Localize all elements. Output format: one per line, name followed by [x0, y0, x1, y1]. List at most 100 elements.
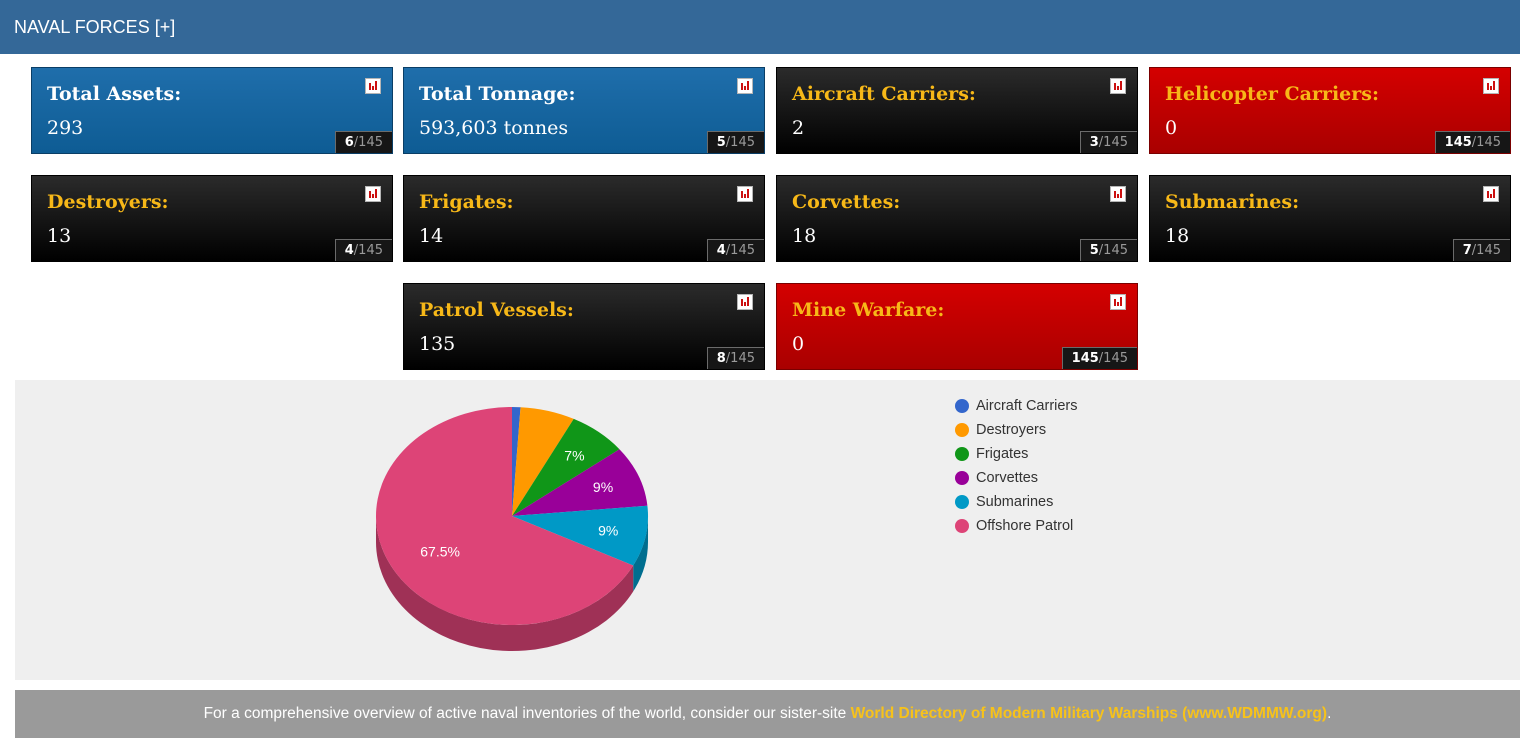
stat-value: 293 — [47, 117, 84, 139]
rank-number: 6 — [344, 135, 354, 150]
rank-number: 3 — [1089, 135, 1099, 150]
stat-rank: 7/145 — [1452, 239, 1510, 261]
stat-card: Mine Warfare: 0 145/145 — [776, 283, 1138, 370]
pie-slice[interactable] — [512, 407, 574, 516]
footer-text: For a comprehensive overview of active n… — [203, 705, 851, 722]
stat-rank: 4/145 — [706, 239, 764, 261]
section-title[interactable]: NAVAL FORCES [+] — [14, 17, 176, 37]
rank-total: /145 — [1098, 135, 1128, 150]
bar-chart-icon[interactable] — [1483, 186, 1499, 202]
legend-label: Destroyers — [976, 422, 1047, 438]
footer-suffix: . — [1327, 705, 1332, 722]
bar-chart-icon[interactable] — [365, 186, 381, 202]
stat-rank: 4/145 — [334, 239, 392, 261]
pie-slice[interactable] — [512, 407, 521, 516]
rank-number: 4 — [716, 243, 726, 258]
bar-chart-icon[interactable] — [737, 78, 753, 94]
stat-value: 593,603 tonnes — [419, 117, 569, 139]
pie-slice-side — [376, 516, 634, 651]
stat-title: Destroyers: — [47, 191, 169, 213]
stat-rank: 3/145 — [1079, 131, 1137, 153]
stat-card: Submarines: 18 7/145 — [1149, 175, 1511, 262]
stat-value: 135 — [419, 333, 456, 355]
rank-total: /145 — [725, 135, 755, 150]
stat-value: 18 — [792, 225, 817, 247]
legend-label: Offshore Patrol — [976, 518, 1074, 534]
bar-chart-icon[interactable] — [737, 186, 753, 202]
stat-card: Destroyers: 13 4/145 — [31, 175, 393, 262]
pie-data-label: 9% — [593, 479, 613, 495]
stat-title: Patrol Vessels: — [419, 299, 574, 321]
pie-slice[interactable] — [512, 449, 648, 516]
wdmmw-link[interactable]: World Directory of Modern Military Warsh… — [850, 705, 1328, 722]
rank-number: 4 — [344, 243, 354, 258]
bar-chart-icon[interactable] — [1110, 294, 1126, 310]
pie-slice[interactable] — [376, 407, 634, 625]
legend-swatch — [955, 471, 969, 485]
stat-title: Helicopter Carriers: — [1165, 83, 1379, 105]
pie-slice-side — [633, 516, 648, 592]
legend-swatch — [955, 447, 969, 461]
naval-forces-header[interactable]: NAVAL FORCES [+] — [0, 0, 1520, 54]
rank-total: /145 — [1471, 243, 1501, 258]
stat-card: Frigates: 14 4/145 — [403, 175, 765, 262]
pie-data-label: 67.5% — [420, 543, 460, 559]
legend-item[interactable]: Corvettes — [955, 466, 1078, 490]
rank-total: /145 — [725, 243, 755, 258]
rank-total: /145 — [1098, 351, 1128, 366]
bar-chart-icon[interactable] — [1110, 186, 1126, 202]
rank-total: /145 — [353, 243, 383, 258]
stat-value: 0 — [1165, 117, 1178, 139]
stat-value: 18 — [1165, 225, 1190, 247]
legend-item[interactable]: Submarines — [955, 490, 1078, 514]
stat-rank: 8/145 — [706, 347, 764, 369]
rank-number: 145 — [1444, 135, 1472, 150]
stat-title: Total Assets: — [47, 83, 182, 105]
stat-title: Frigates: — [419, 191, 514, 213]
stat-title: Corvettes: — [792, 191, 901, 213]
chart-legend: Aircraft Carriers Destroyers Frigates Corve… — [955, 394, 1078, 538]
legend-swatch — [955, 423, 969, 437]
rank-total: /145 — [353, 135, 383, 150]
pie-data-label: 9% — [598, 523, 618, 539]
rank-number: 8 — [716, 351, 726, 366]
stat-card: Corvettes: 18 5/145 — [776, 175, 1138, 262]
legend-swatch — [955, 495, 969, 509]
stat-title: Total Tonnage: — [419, 83, 576, 105]
footer-banner: For a comprehensive overview of active n… — [15, 690, 1520, 738]
pie-data-label: 7% — [564, 448, 584, 464]
legend-label: Frigates — [976, 446, 1029, 462]
legend-label: Aircraft Carriers — [976, 398, 1078, 414]
legend-swatch — [955, 399, 969, 413]
bar-chart-icon[interactable] — [1483, 78, 1499, 94]
stat-rank: 5/145 — [1079, 239, 1137, 261]
pie-chart: 7% 9% 9% 67.5% — [376, 407, 648, 651]
naval-composition-chart: 7% 9% 9% 67.5% Aircraft Carriers Destroyers F… — [15, 380, 1520, 680]
bar-chart-icon[interactable] — [737, 294, 753, 310]
stat-title: Mine Warfare: — [792, 299, 945, 321]
legend-item[interactable]: Aircraft Carriers — [955, 394, 1078, 418]
pie-slice[interactable] — [512, 418, 620, 516]
bar-chart-icon[interactable] — [1110, 78, 1126, 94]
rank-total: /145 — [725, 351, 755, 366]
legend-item[interactable]: Offshore Patrol — [955, 514, 1078, 538]
stat-value: 0 — [792, 333, 805, 355]
rank-number: 145 — [1071, 351, 1099, 366]
rank-total: /145 — [1471, 135, 1501, 150]
rank-number: 7 — [1462, 243, 1472, 258]
legend-item[interactable]: Frigates — [955, 442, 1078, 466]
pie-slice[interactable] — [512, 505, 648, 566]
rank-number: 5 — [1089, 243, 1099, 258]
stat-card: Patrol Vessels: 135 8/145 — [403, 283, 765, 370]
stat-value: 13 — [47, 225, 72, 247]
bar-chart-icon[interactable] — [365, 78, 381, 94]
stat-rank: 145/145 — [1061, 347, 1137, 369]
stat-card: Total Assets: 293 6/145 — [31, 67, 393, 154]
stat-title: Submarines: — [1165, 191, 1300, 213]
legend-label: Corvettes — [976, 470, 1039, 486]
stat-value: 14 — [419, 225, 444, 247]
stat-title: Aircraft Carriers: — [792, 83, 976, 105]
stat-value: 2 — [792, 117, 805, 139]
stat-rank: 145/145 — [1434, 131, 1510, 153]
legend-item[interactable]: Destroyers — [955, 418, 1078, 442]
